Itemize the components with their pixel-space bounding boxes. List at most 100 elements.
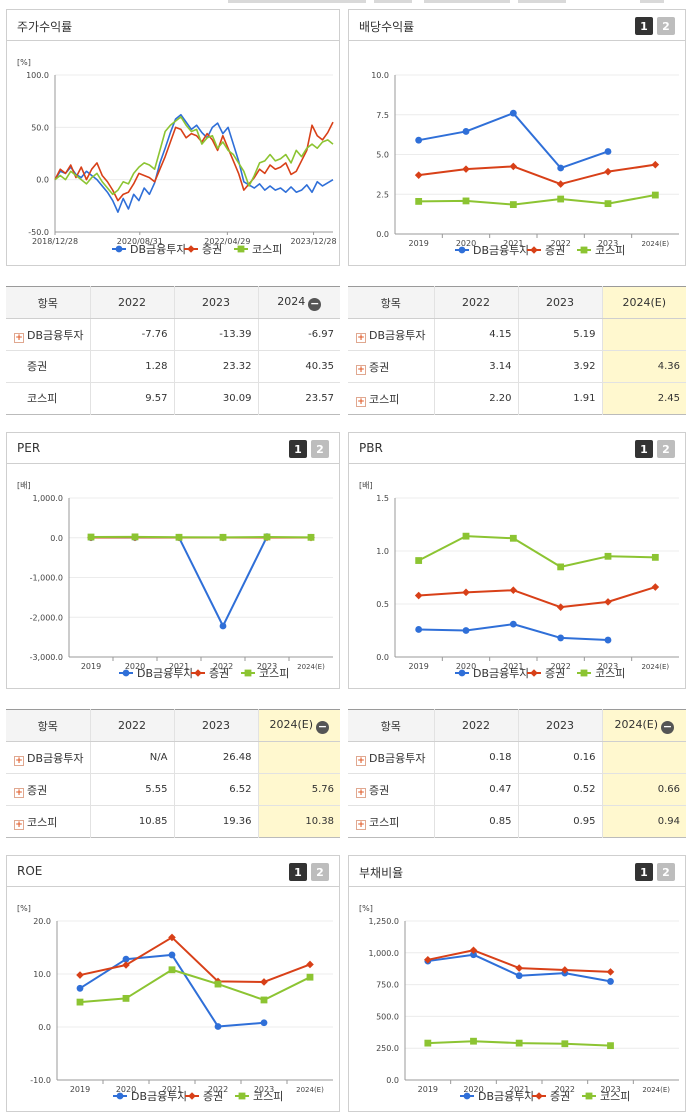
expand-icon[interactable]: + bbox=[14, 819, 24, 830]
table-header-row: 항목 2022 2023 2024(E) − bbox=[348, 709, 686, 742]
x-tick-label: 2024(E) bbox=[642, 1086, 670, 1094]
table-row: + DB금융투자 4.15 5.19 bbox=[348, 318, 686, 351]
cell: 5.76 bbox=[257, 773, 340, 806]
panel-title: PER bbox=[17, 441, 41, 455]
toggle-2-button[interactable]: 2 bbox=[311, 440, 329, 458]
cell: 5.55 bbox=[89, 773, 174, 806]
toggle-1-button[interactable]: 1 bbox=[289, 440, 307, 458]
expand-icon[interactable]: + bbox=[356, 787, 366, 798]
expand-icon[interactable]: + bbox=[14, 787, 24, 798]
toggle-2-button[interactable]: 2 bbox=[311, 863, 329, 881]
data-point bbox=[509, 109, 517, 117]
toggle-1-button[interactable]: 1 bbox=[289, 863, 307, 881]
cell: 0.66 bbox=[601, 773, 686, 806]
dividend-yield-chart: 10.0 7.5 5.0 2.5 0.0 2019 2020 2021 2022 2023 2024… bbox=[371, 71, 679, 257]
x-tick-label: 2023 bbox=[257, 662, 277, 671]
debt-ratio-panel: 부채비율 1 2 [%] 1,250.0 1,000.0 750.0 500.0 250.… bbox=[348, 855, 686, 1112]
x-tick-label: 2022 bbox=[550, 239, 570, 248]
data-point bbox=[219, 622, 227, 630]
legend-label: DB금융투자 bbox=[478, 1090, 535, 1103]
cell: 0.85 bbox=[433, 805, 518, 838]
cell: N/A bbox=[89, 741, 174, 774]
table-row: + DB금융투자 N/A 26.48 bbox=[6, 741, 340, 774]
data-point bbox=[462, 165, 470, 173]
legend-label: 증권 bbox=[545, 667, 565, 680]
table-row: + 코스피 2.20 1.91 2.45 bbox=[348, 382, 686, 415]
x-tick-label: 2021 bbox=[509, 1085, 529, 1094]
data-point bbox=[604, 636, 612, 644]
data-point bbox=[307, 533, 315, 541]
collapse-icon[interactable]: − bbox=[661, 719, 675, 734]
table-row: +증권 1.28 23.32 40.35 bbox=[6, 350, 340, 383]
cell: 26.48 bbox=[173, 741, 258, 774]
y-tick-label: 10.0 bbox=[371, 71, 389, 80]
x-tick-label: 2023 bbox=[598, 239, 618, 248]
expand-icon[interactable]: + bbox=[14, 755, 24, 766]
series-line bbox=[418, 194, 656, 206]
data-point bbox=[194, 669, 202, 677]
y-tick-label: 0.0 bbox=[38, 1023, 51, 1032]
y-unit-label: [%] bbox=[17, 58, 31, 67]
row-label: +증권 bbox=[348, 773, 434, 806]
data-point bbox=[509, 201, 517, 208]
data-point bbox=[219, 533, 227, 541]
cell: 23.57 bbox=[257, 382, 340, 415]
data-point bbox=[535, 1092, 543, 1100]
cell: 2.20 bbox=[433, 382, 518, 415]
data-point bbox=[168, 951, 176, 959]
data-point bbox=[116, 1092, 124, 1100]
table-row: + 증권 0.47 0.52 0.66 bbox=[348, 773, 686, 806]
expand-icon[interactable]: + bbox=[356, 396, 366, 407]
collapse-icon[interactable]: − bbox=[308, 296, 322, 311]
expand-icon[interactable]: + bbox=[14, 332, 24, 343]
row-name: 코스피 bbox=[27, 815, 58, 829]
data-point bbox=[509, 162, 518, 171]
collapse-icon[interactable]: − bbox=[316, 719, 330, 734]
data-point bbox=[604, 598, 612, 606]
x-tick-label: 2021 bbox=[503, 662, 523, 671]
series-line bbox=[90, 536, 268, 627]
col-header: 2023 bbox=[517, 709, 602, 742]
data-point bbox=[462, 197, 470, 205]
debt-ratio-chart: [%] 1,250.0 1,000.0 750.0 500.0 250.0 0.0 2019 2… bbox=[359, 904, 679, 1103]
toggle-1-button[interactable]: 1 bbox=[635, 440, 653, 458]
data-point bbox=[122, 669, 130, 677]
series-line bbox=[54, 116, 334, 196]
toggle-2-button[interactable]: 2 bbox=[657, 440, 675, 458]
y-tick-label: 0.0 bbox=[36, 176, 49, 185]
x-tick-label: 2019 bbox=[408, 239, 428, 248]
row-name: DB금융투자 bbox=[369, 328, 426, 342]
panel-header: PER 1 2 bbox=[7, 433, 339, 464]
expand-icon[interactable]: + bbox=[356, 364, 366, 375]
panel-header: 배당수익률 1 2 bbox=[349, 10, 685, 41]
x-tick-label: 2024(E) bbox=[297, 663, 325, 671]
cell: 0.52 bbox=[517, 773, 602, 806]
x-tick-label: 2019 bbox=[70, 1085, 90, 1094]
data-point bbox=[530, 246, 538, 254]
row-name: DB금융투자 bbox=[27, 328, 84, 342]
toggle-2-button[interactable]: 2 bbox=[657, 17, 675, 35]
toggle-1-button[interactable]: 1 bbox=[635, 863, 653, 881]
data-point bbox=[604, 167, 612, 176]
toggle-1-button[interactable]: 1 bbox=[635, 17, 653, 35]
toggle-2-button[interactable]: 2 bbox=[657, 863, 675, 881]
expand-icon[interactable]: + bbox=[356, 819, 366, 830]
row-label: +증권 bbox=[6, 350, 90, 383]
roe-panel: ROE 1 2 [%] 20.0 10.0 0.0 -10.0 2019 2020 2021 2… bbox=[6, 855, 340, 1112]
data-point bbox=[561, 966, 569, 974]
y-unit-label: [배] bbox=[17, 481, 31, 490]
row-label: + DB금융투자 bbox=[6, 318, 90, 351]
series-line bbox=[418, 112, 609, 170]
data-point bbox=[415, 557, 423, 564]
data-point bbox=[424, 1039, 432, 1047]
legend-label: DB금융투자 bbox=[473, 667, 530, 680]
legend-label: 코스피 bbox=[595, 244, 625, 257]
cell: 3.14 bbox=[433, 350, 518, 383]
x-tick-label: 2020 bbox=[125, 662, 145, 671]
expand-icon[interactable]: + bbox=[356, 755, 366, 766]
y-unit-label: [%] bbox=[359, 904, 373, 913]
row-name: 코스피 bbox=[27, 392, 58, 405]
expand-icon[interactable]: + bbox=[356, 332, 366, 343]
cell: 5.19 bbox=[517, 318, 602, 351]
col-header: 2023 bbox=[517, 286, 602, 319]
